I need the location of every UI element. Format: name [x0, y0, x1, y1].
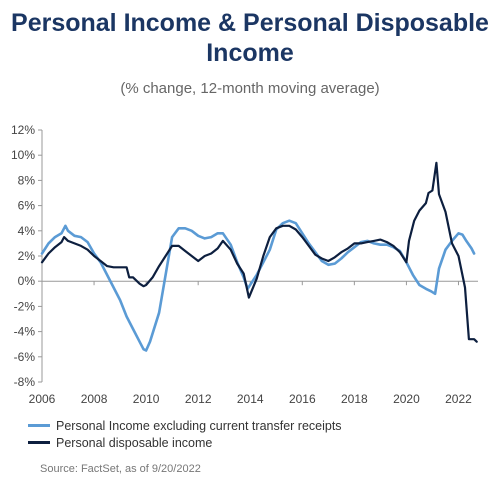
x-tick-label: 2020	[393, 392, 420, 406]
legend-label: Personal disposable income	[56, 435, 213, 450]
y-tick-label: 12%	[11, 123, 35, 137]
series-layer	[40, 161, 478, 352]
source-note: Source: FactSet, as of 9/20/2022	[40, 463, 201, 475]
y-tick-label: 10%	[11, 148, 35, 162]
legend-swatch-navy	[28, 441, 50, 444]
chart-title: Personal Income & Personal Disposable In…	[11, 9, 489, 67]
y-tick-label: 4%	[18, 224, 36, 238]
chart-legend: Personal Income excluding current transf…	[28, 417, 342, 451]
chart-axes: -8% -6% -4% -2% 0% 2% 4% 6% 8% 10% 12% 2006 2008 2010…	[11, 123, 478, 406]
x-tick-label: 2008	[81, 392, 108, 406]
x-tick-label: 2012	[185, 392, 212, 406]
y-tick-label: 2%	[18, 249, 36, 263]
x-tick-label: 2016	[289, 392, 316, 406]
legend-label: Personal Income excluding current transf…	[56, 418, 342, 433]
y-tick-label: 0%	[18, 274, 36, 288]
x-tick-label: 2010	[133, 392, 160, 406]
y-tick-label: -6%	[14, 350, 36, 364]
legend-swatch-light-blue	[28, 424, 50, 427]
legend-item-disposable-income: Personal disposable income	[28, 434, 342, 451]
legend-item-personal-income: Personal Income excluding current transf…	[28, 417, 342, 434]
x-tick-label: 2014	[237, 392, 264, 406]
y-tick-label: -2%	[14, 299, 36, 313]
chart-subtitle: (% change, 12-month moving average)	[120, 80, 380, 97]
x-tick-label: 2018	[341, 392, 368, 406]
y-tick-label: 8%	[18, 173, 36, 187]
series-line-disposable-income	[40, 161, 478, 343]
x-tick-label: 2022	[445, 392, 472, 406]
y-tick-label: -8%	[14, 375, 36, 389]
y-tick-label: 6%	[18, 199, 36, 213]
x-tick-label: 2006	[29, 392, 56, 406]
y-tick-label: -4%	[14, 325, 36, 339]
